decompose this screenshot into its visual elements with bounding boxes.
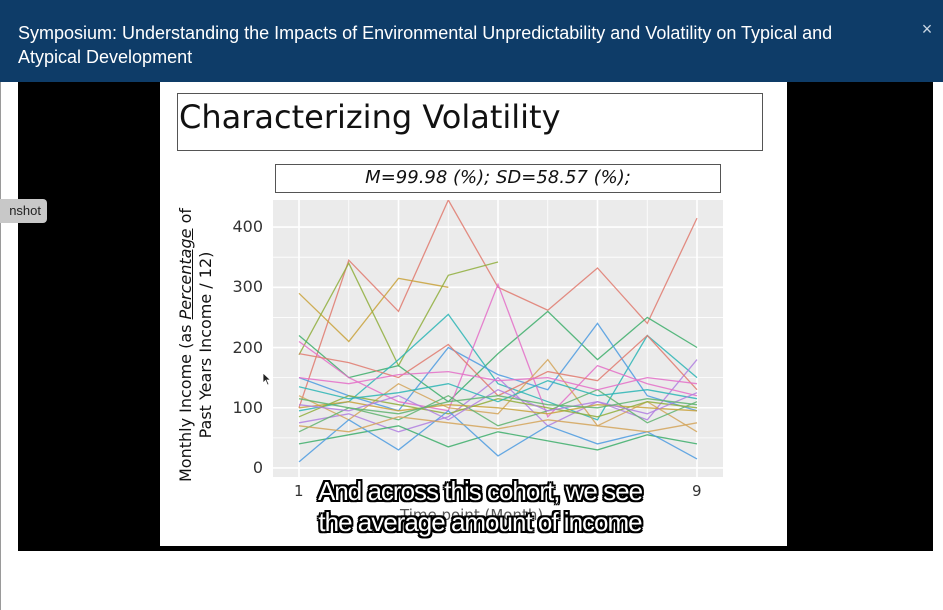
series-line	[298, 370, 698, 391]
y-axis-label-line2: Past Years Income / 12)	[196, 251, 215, 439]
subtitle-captions: And across this cohort, we see the avera…	[250, 476, 710, 538]
series-line	[298, 313, 698, 421]
modal-title: Symposium: Understanding the Impacts of …	[18, 23, 833, 67]
y-tick-label: 100	[232, 397, 263, 417]
modal-left-border	[0, 82, 1, 610]
series-line	[298, 380, 698, 403]
series-line	[298, 416, 698, 433]
slide-title-box	[177, 93, 763, 151]
y-tick-label: 400	[232, 217, 263, 237]
series-line	[298, 277, 449, 343]
y-tick-label: 300	[232, 277, 263, 297]
y-axis-label-part: Monthly Income (as	[176, 319, 195, 483]
caption-line: the average amount of income	[318, 507, 642, 537]
stats-text: M=99.98 (%); SD=58.57 (%);	[365, 167, 631, 188]
series-line	[298, 200, 698, 409]
mouse-cursor-icon	[262, 372, 272, 386]
caption-line: And across this cohort, we see	[317, 476, 643, 506]
slide-title: Characterizing Volatility	[179, 98, 561, 136]
x-tick-label: 1	[294, 482, 304, 500]
series-line	[298, 409, 698, 463]
series-line	[298, 395, 698, 418]
y-tick-label: 0	[252, 457, 263, 477]
snapshot-tab[interactable]: nshot	[0, 199, 47, 223]
series-line	[298, 395, 698, 415]
series-line	[298, 388, 698, 421]
y-axis-label-emphasis: Percentage	[176, 228, 195, 320]
x-tick-label: 9	[692, 482, 702, 500]
series-line	[298, 310, 698, 403]
stats-box	[275, 164, 721, 193]
y-axis-label-part: of	[176, 207, 195, 229]
line-chart	[273, 200, 723, 477]
modal-header: Symposium: Understanding the Impacts of …	[0, 0, 943, 82]
close-icon[interactable]: ×	[921, 19, 933, 39]
x-axis-label: Time point (Month)	[400, 506, 544, 524]
series-line	[298, 359, 698, 433]
series-line	[298, 282, 698, 418]
series-line	[298, 388, 698, 433]
series-line	[298, 425, 698, 451]
y-tick-label: 200	[232, 337, 263, 357]
series-line	[298, 322, 698, 412]
